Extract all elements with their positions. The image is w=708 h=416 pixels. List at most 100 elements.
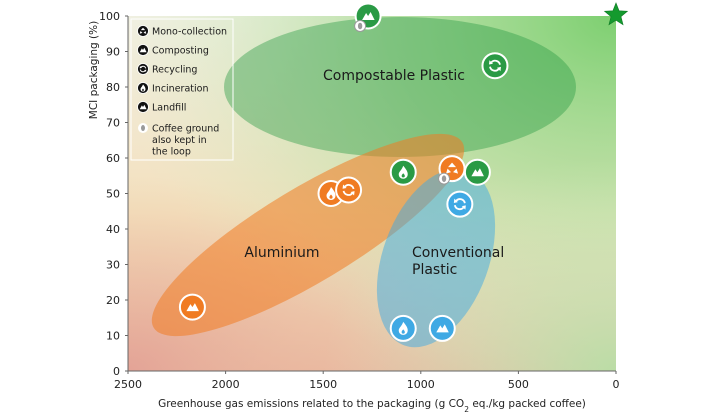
landfill-icon [137, 101, 149, 113]
landfill-marker [428, 314, 456, 342]
glyph-shape [139, 65, 142, 69]
glyph-shape [489, 66, 500, 72]
legend: Mono-collection Composting Recycling Incine… [130, 18, 234, 161]
cluster-label-line: Conventional [412, 245, 504, 261]
icon-disc [137, 25, 149, 37]
x-tick-label: 2000 [212, 378, 240, 391]
legend-label-line: Composting [152, 46, 209, 57]
x-axis-label-unit: eq./kg packed coffee) [469, 398, 586, 410]
glyph-shape [471, 168, 484, 177]
coffee-ground-icon [354, 20, 367, 32]
glyph-shape [139, 104, 147, 110]
glyph-shape [490, 59, 501, 66]
y-tick-label: 40 [106, 223, 120, 236]
legend-label-line: the loop [152, 147, 191, 158]
legend-label-line: Recycling [152, 65, 197, 76]
mono-collection-icon [137, 25, 149, 37]
glyph-shape [436, 324, 449, 333]
coffee-bean-shape [357, 22, 363, 30]
glyph-shape [344, 184, 355, 190]
cluster-labels: Compostable Plastic Aluminium Convention… [244, 68, 504, 278]
legend-label-line: Coffee ground [152, 124, 219, 135]
legend-label-line: Landfill [152, 103, 186, 114]
cluster-region-aluminium [151, 133, 465, 337]
recycling-icon [137, 63, 149, 75]
cluster-regions [151, 17, 576, 348]
glyph-shape [326, 187, 336, 200]
legend-item-composting [137, 44, 149, 56]
coffee-bean-shape [441, 175, 447, 182]
landfill-marker [178, 293, 206, 321]
glyph-shape [398, 165, 408, 179]
x-tick-label: 0 [613, 378, 620, 391]
composting-icon [137, 44, 149, 56]
marker-disc [481, 52, 509, 80]
glyph-shape [140, 27, 146, 31]
glyph-shape [139, 47, 147, 53]
y-tick-label: 30 [106, 259, 120, 272]
marker-disc [446, 190, 474, 218]
x-ticks: 2500 2000 1500 1000 500 0 [114, 371, 620, 391]
glyph-shape [448, 162, 457, 168]
legend-label: Mono-collection [152, 27, 227, 38]
y-tick-label: 0 [113, 365, 120, 378]
x-tick-label: 1500 [309, 378, 337, 391]
coffee-ground-icon [438, 172, 451, 185]
glyph-shape [144, 69, 147, 73]
glyph-shape [143, 31, 147, 34]
data-markers [178, 2, 629, 342]
legend-item-coffee-ground [138, 123, 148, 133]
y-tick-label: 50 [106, 188, 120, 201]
glyph-shape [398, 321, 408, 335]
cluster-label-aluminium: Aluminium [244, 245, 319, 261]
y-tick-label: 70 [106, 117, 120, 130]
glyph-shape [342, 190, 353, 196]
legend-item-recycling [137, 63, 149, 75]
target-star-marker [603, 2, 629, 26]
glyph-shape [453, 168, 459, 174]
legend-label-line: also kept in [152, 135, 207, 146]
marker-disc [335, 176, 363, 204]
glyph-shape [453, 204, 465, 211]
legend-label: Landfill [152, 103, 186, 114]
x-tick-label: 1000 [407, 378, 435, 391]
x-tick-label: 500 [508, 378, 529, 391]
legend-label-line: Incineration [152, 84, 208, 95]
legend-label: Composting [152, 46, 209, 57]
glyph-shape [488, 60, 493, 65]
y-tick-label: 90 [106, 46, 120, 59]
glyph-shape [139, 31, 143, 34]
glyph-shape [362, 12, 375, 20]
glyph-shape [455, 198, 466, 204]
glyph-shape [342, 184, 347, 189]
glyph-shape [350, 191, 355, 196]
glyph-shape [186, 303, 199, 312]
legend-label: Incineration [152, 84, 208, 95]
glyph-shape [446, 168, 452, 174]
cluster-label-line: Plastic [412, 262, 457, 278]
cluster-label-line: Compostable Plastic [323, 68, 465, 84]
recycling-marker [335, 176, 363, 204]
incineration-icon [137, 82, 149, 94]
glyph-shape [140, 84, 146, 92]
legend-item-mono-collection [137, 25, 149, 37]
cluster-label-line: Aluminium [244, 245, 319, 261]
legend-item-incineration [137, 82, 149, 94]
cluster-region-compostable [224, 17, 576, 157]
y-tick-label: 20 [106, 294, 120, 307]
x-axis-label: Greenhouse gas emissions related to the … [158, 398, 586, 414]
coffee-bean-shape [141, 125, 145, 131]
legend-label: Coffee ground also kept in the loop [152, 124, 219, 158]
glyph-shape [461, 205, 466, 210]
legend-label-line: Mono-collection [152, 27, 227, 38]
landfill-marker [463, 158, 491, 186]
legend-item-landfill [137, 101, 149, 113]
recycling-marker [481, 52, 509, 80]
y-tick-label: 60 [106, 152, 120, 165]
cluster-label-compostable: Compostable Plastic [323, 68, 465, 84]
glyph-shape [496, 66, 501, 72]
glyph-shape [453, 198, 458, 203]
legend-box [130, 18, 234, 161]
